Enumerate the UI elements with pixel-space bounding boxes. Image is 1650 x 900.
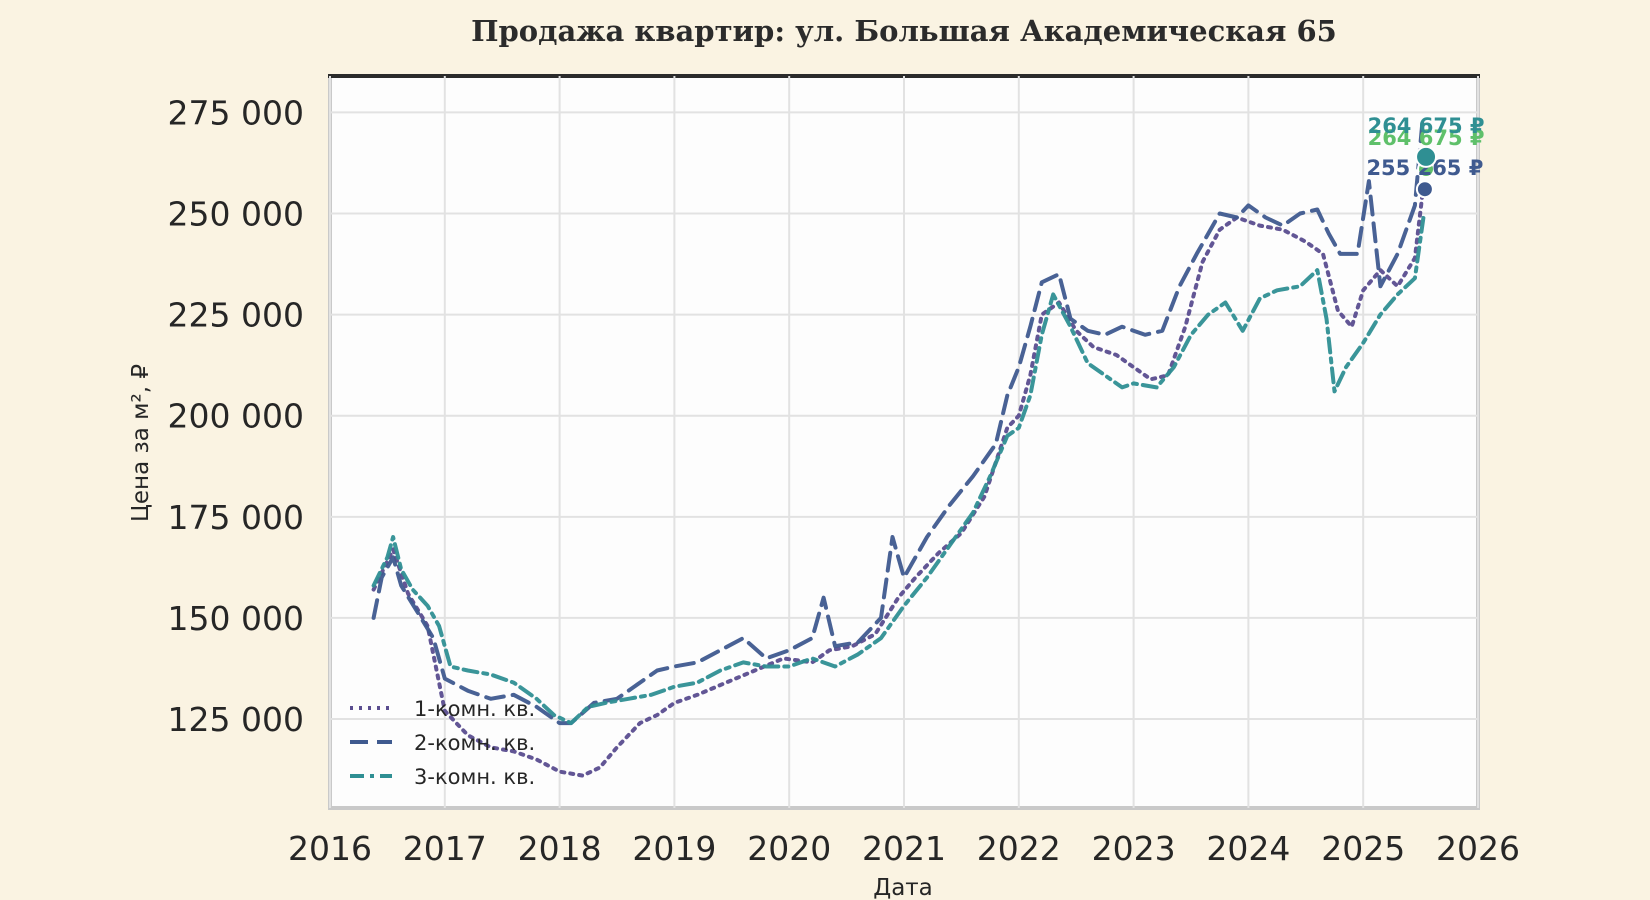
y-tick-label: 150 000 (168, 599, 304, 638)
x-tick-label: 2016 (288, 829, 372, 868)
x-tick-label: 2023 (1092, 829, 1176, 868)
end-value-label-3: 264 675 ₽ (1368, 114, 1485, 138)
legend: 1-комн. кв. 2-комн. кв. 3-комн. кв. (350, 697, 535, 789)
x-tick-label: 2026 (1436, 829, 1520, 868)
legend-label-2: 2-комн. кв. (414, 731, 535, 755)
x-tick-label: 2019 (632, 829, 716, 868)
x-tick-label: 2020 (747, 829, 831, 868)
x-tick-label: 2018 (518, 829, 602, 868)
series-layer (371, 114, 1426, 778)
y-axis-ticks: 125 000 150 000 175 000 200 000 225 000 250 0… (168, 93, 304, 739)
y-tick-label: 250 000 (168, 195, 304, 234)
chart-title: Продажа квартир: ул. Большая Академическ… (471, 14, 1337, 48)
y-tick-label: 200 000 (168, 397, 304, 436)
legend-label-3: 3-комн. кв. (414, 765, 535, 789)
x-axis-ticks: 2016 2017 2018 2019 2020 2021 2022 2023 2024 2025… (288, 829, 1520, 868)
end-marker-2 (1415, 180, 1434, 199)
y-tick-label: 125 000 (168, 700, 304, 739)
x-axis-label: Дата (873, 875, 933, 900)
end-markers: 264 675 ₽255 265 ₽264 675 ₽ (1366, 114, 1485, 199)
x-tick-label: 2017 (403, 829, 487, 868)
x-tick-label: 2024 (1206, 829, 1290, 868)
end-marker-3 (1415, 145, 1438, 168)
x-tick-label: 2022 (977, 829, 1061, 868)
y-tick-label: 175 000 (168, 498, 304, 537)
series-line-3 (371, 211, 1426, 726)
x-tick-label: 2025 (1321, 829, 1405, 868)
grid-lines (329, 76, 1479, 808)
y-tick-label: 275 000 (168, 93, 304, 132)
series-line-2 (371, 114, 1425, 726)
legend-label-1: 1-комн. кв. (414, 697, 535, 721)
series-line-1 (371, 179, 1426, 778)
y-tick-label: 225 000 (168, 296, 304, 335)
x-tick-label: 2021 (862, 829, 946, 868)
y-axis-label: Цена за м², ₽ (128, 364, 154, 522)
